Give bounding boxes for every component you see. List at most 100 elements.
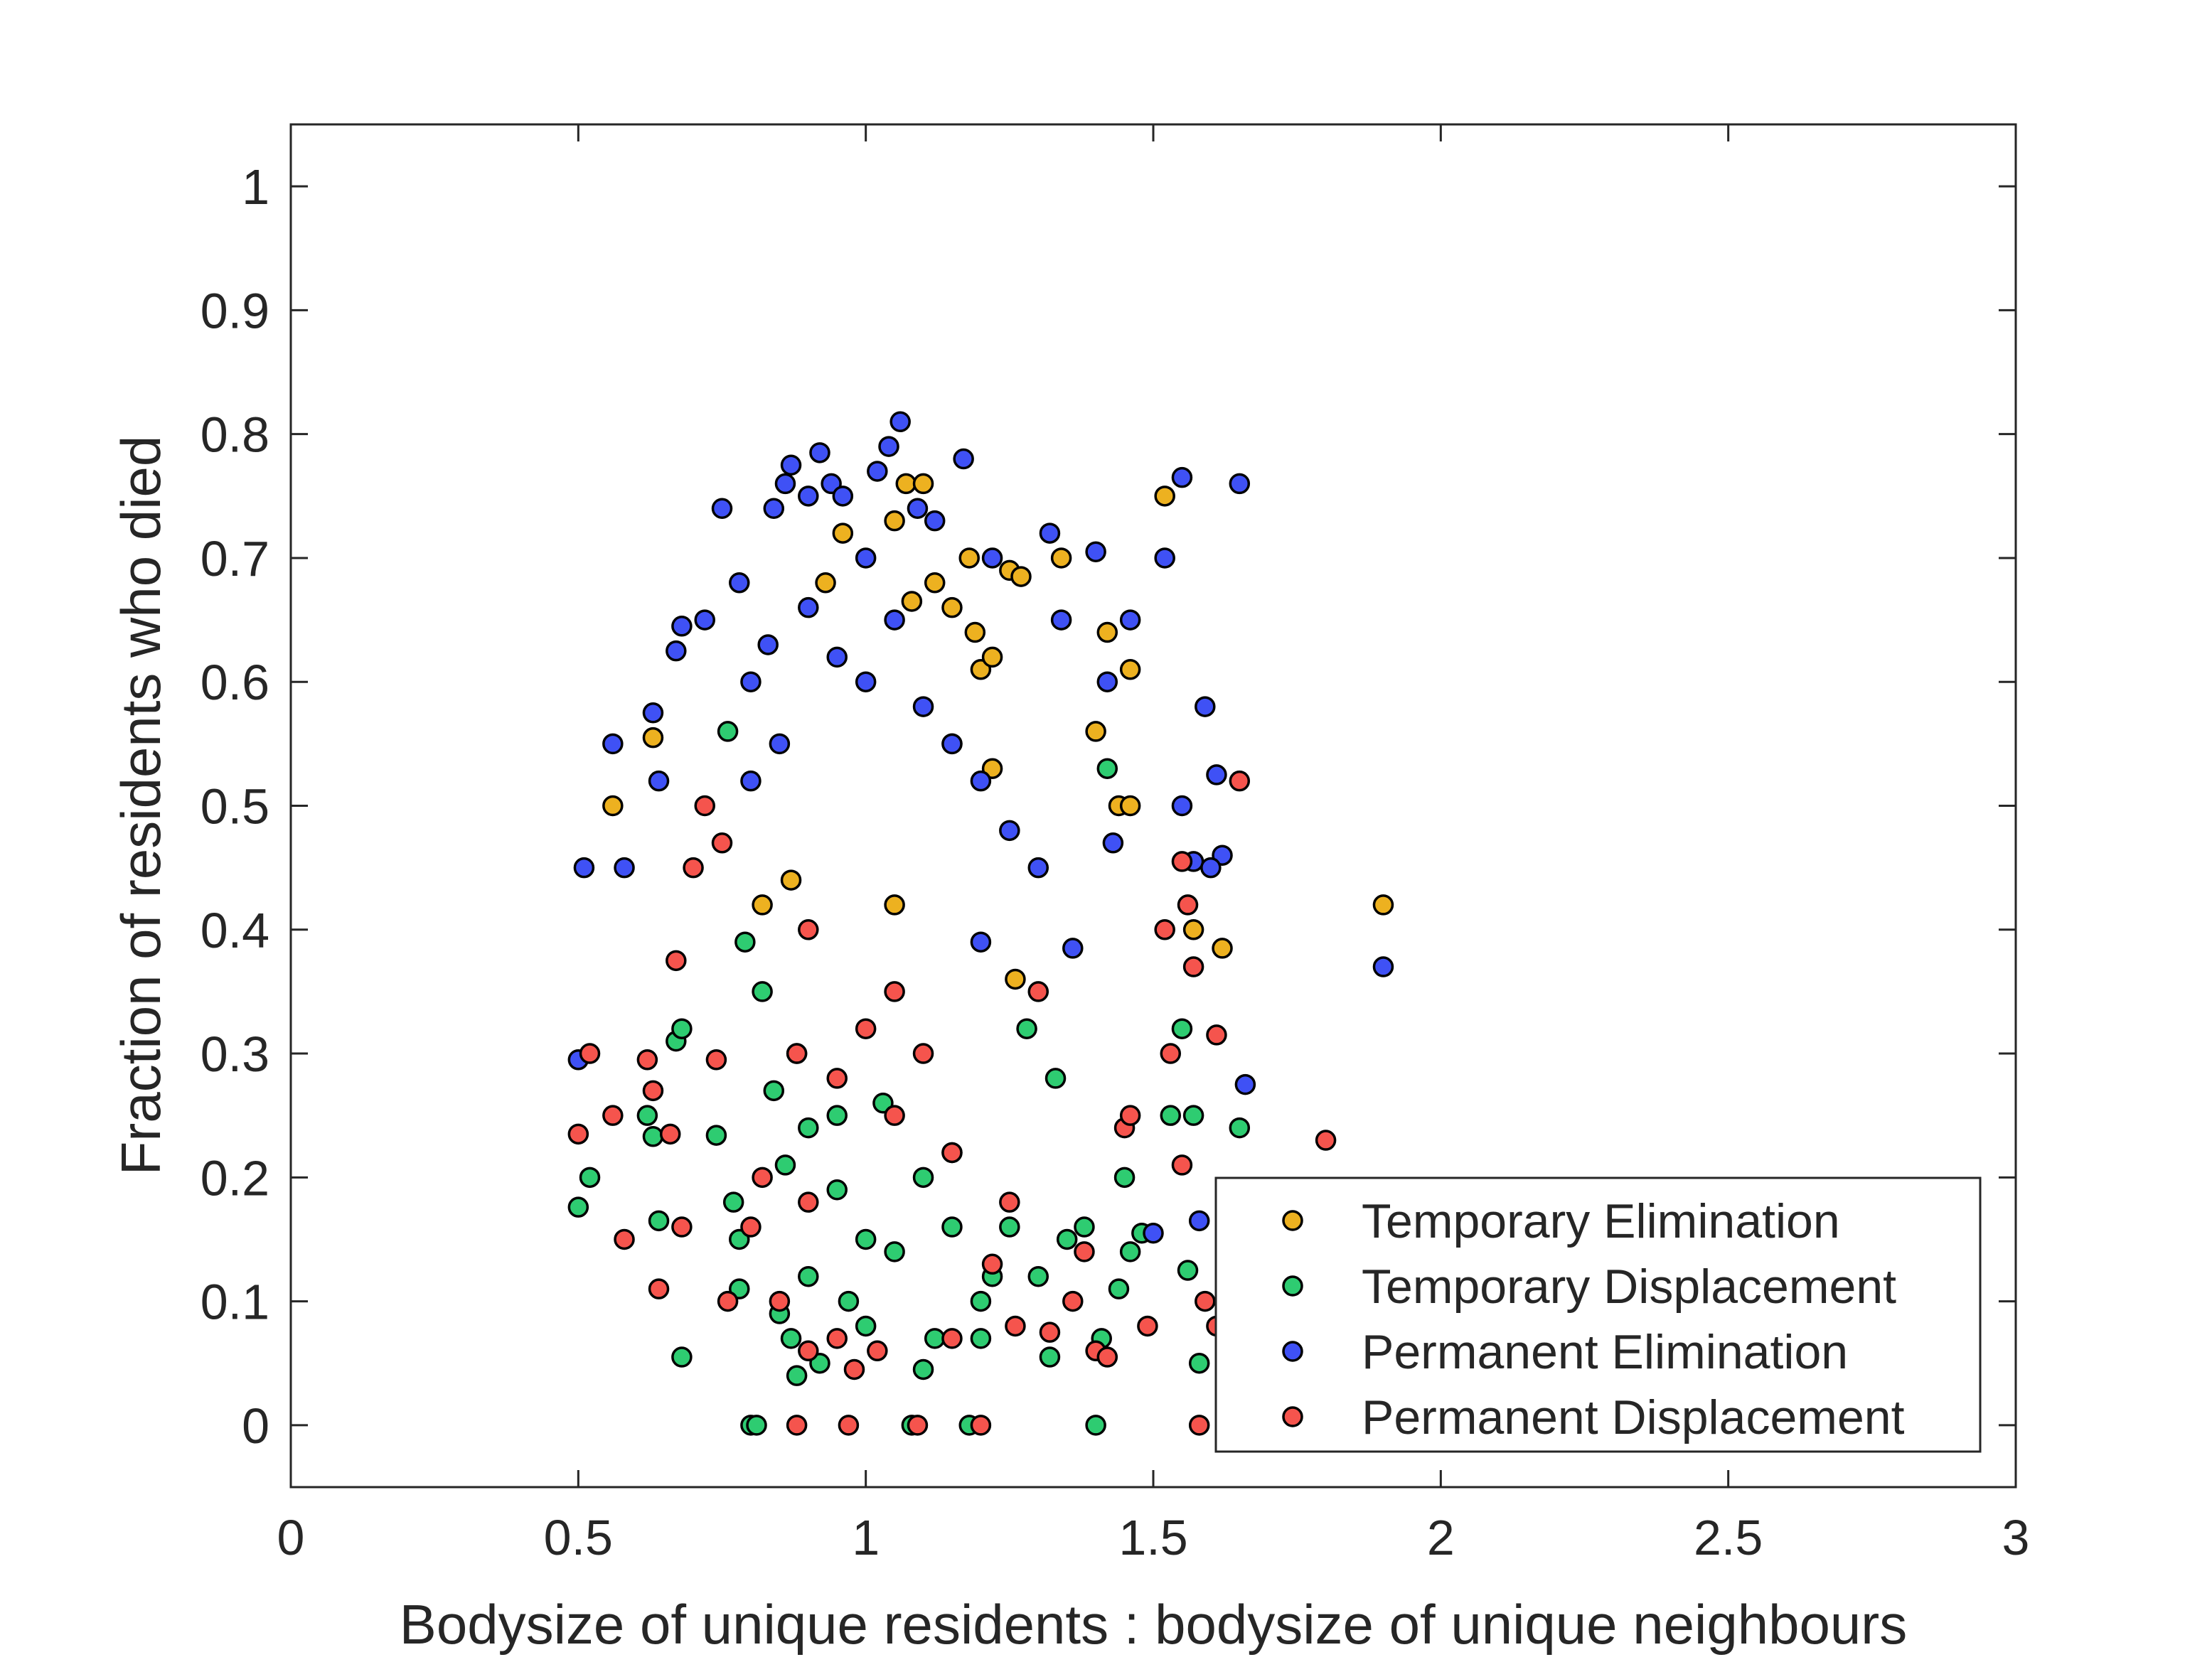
data-point (1206, 1024, 1227, 1046)
data-point (1119, 659, 1141, 680)
data-point (884, 1105, 905, 1126)
data-point (838, 1415, 860, 1436)
y-tick-label: 0.5 (201, 779, 269, 835)
data-point (815, 572, 836, 594)
x-tick-label: 3 (2002, 1510, 2030, 1565)
y-tick-label: 0.8 (201, 407, 269, 463)
data-point (780, 454, 802, 476)
data-point (1188, 1415, 1210, 1436)
data-point (1182, 1105, 1204, 1126)
data-point (855, 547, 877, 569)
data-point (941, 1328, 963, 1349)
data-point (1195, 696, 1216, 717)
data-point (573, 857, 595, 879)
data-point (798, 1191, 819, 1213)
data-point (1177, 894, 1199, 916)
data-point (740, 1216, 762, 1238)
data-point (579, 1043, 601, 1064)
data-point (878, 436, 899, 457)
data-point (912, 1167, 934, 1189)
y-tick-label: 0.7 (201, 531, 269, 586)
data-point (826, 1105, 848, 1126)
data-point (780, 869, 802, 891)
data-point (1143, 1222, 1164, 1244)
data-point (666, 640, 687, 662)
data-point (826, 1179, 848, 1201)
data-point (757, 634, 779, 655)
data-point (855, 1018, 877, 1039)
x-axis-label: Bodysize of unique residents : bodysize … (400, 1593, 1907, 1656)
data-point (1039, 1321, 1061, 1343)
data-point (740, 770, 762, 792)
data-point (780, 1328, 802, 1349)
data-point (694, 609, 715, 631)
data-point (786, 1415, 808, 1436)
data-point (941, 733, 963, 755)
data-point (648, 1278, 670, 1299)
data-point (1074, 1216, 1095, 1238)
data-point (1177, 1260, 1199, 1281)
data-point (1074, 1241, 1095, 1262)
legend-entry-label: Temporary Displacement (1362, 1260, 1896, 1314)
data-point (1229, 1117, 1251, 1139)
data-point (855, 671, 877, 692)
data-point (642, 727, 664, 749)
data-point (1171, 466, 1193, 488)
data-point (1171, 795, 1193, 817)
data-point (1372, 956, 1394, 977)
data-point (832, 486, 854, 507)
data-point (826, 646, 848, 668)
data-point (895, 473, 917, 495)
data-point (774, 1154, 796, 1176)
data-point (729, 572, 750, 594)
data-point (970, 1328, 992, 1349)
y-tick-label: 0.2 (201, 1150, 269, 1206)
y-tick-label: 0.6 (201, 655, 269, 710)
data-point (907, 498, 929, 519)
x-tick-label: 1.5 (1118, 1510, 1187, 1565)
data-point (798, 1265, 819, 1287)
data-point (734, 931, 756, 953)
data-point (1027, 1265, 1049, 1287)
legend-entry-label: Temporary Elimination (1362, 1194, 1840, 1248)
data-point (1212, 938, 1233, 959)
data-point (711, 498, 733, 519)
data-point (958, 547, 980, 569)
data-point (843, 1358, 865, 1380)
data-point (798, 1117, 819, 1139)
data-point (884, 609, 905, 631)
data-point (798, 919, 819, 940)
data-point (970, 770, 992, 792)
legend-marker (1282, 1275, 1303, 1297)
data-point (1200, 857, 1222, 879)
data-point (809, 442, 830, 463)
data-point (924, 1328, 946, 1349)
data-point (567, 1196, 589, 1218)
data-point (602, 1105, 624, 1126)
data-point (1229, 473, 1251, 495)
data-point (1096, 1346, 1118, 1368)
data-point (752, 1167, 773, 1189)
data-point (1056, 1228, 1078, 1250)
data-point (740, 671, 762, 692)
data-point (970, 1415, 992, 1436)
x-tick-label: 0.5 (544, 1510, 613, 1565)
data-point (579, 1167, 601, 1189)
data-point (1206, 764, 1227, 786)
data-point (912, 1358, 934, 1380)
data-point (717, 1290, 739, 1312)
data-point (1182, 956, 1204, 977)
x-tick-label: 0 (277, 1510, 305, 1565)
data-point (1160, 1105, 1182, 1126)
data-point (1171, 1018, 1193, 1039)
data-point (981, 547, 1003, 569)
data-point (953, 448, 974, 470)
data-point (826, 1328, 848, 1349)
data-point (1010, 566, 1032, 587)
data-point (964, 621, 986, 643)
data-point (1096, 671, 1118, 692)
data-point (752, 894, 773, 916)
data-point (763, 498, 785, 519)
